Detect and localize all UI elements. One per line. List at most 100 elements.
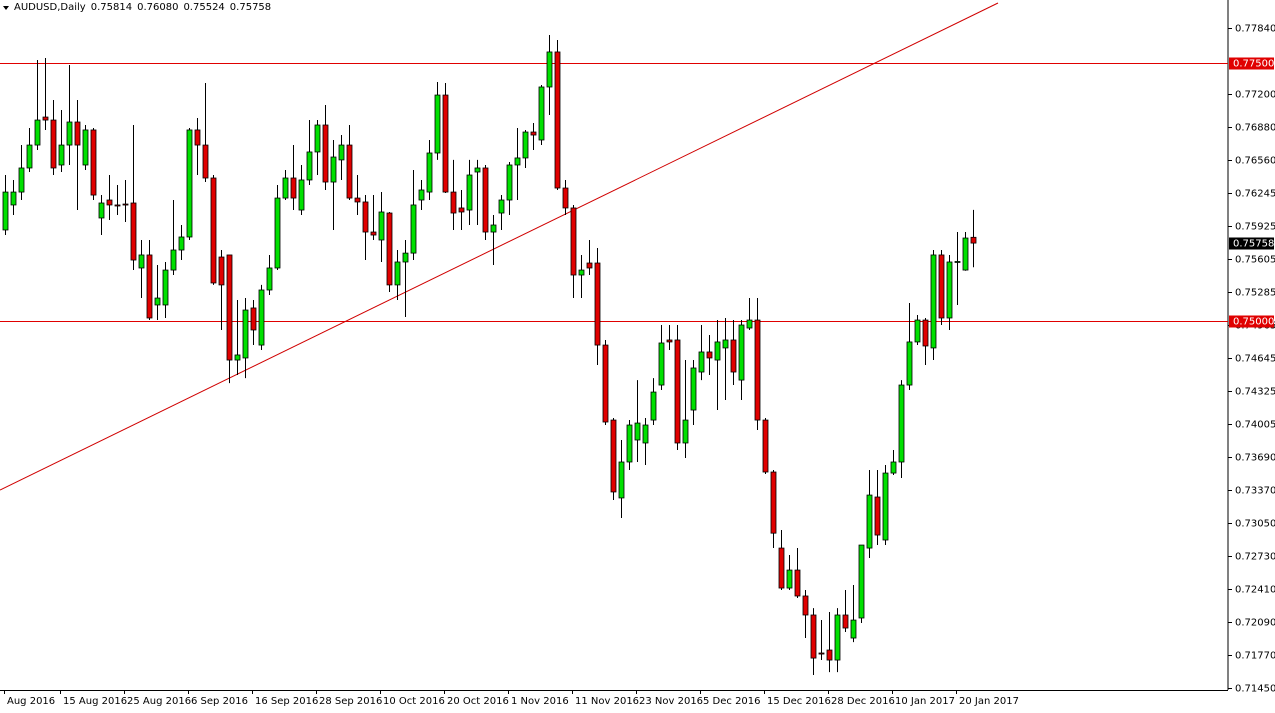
candle-body [426,152,433,193]
x-tick-label: 20 Oct 2016 [447,696,509,707]
candle-body [970,236,977,244]
header-open: 0.75814 [90,2,133,13]
candle-body [626,424,633,463]
y-tick-label: 0.73050 [1235,519,1275,530]
candle-body [946,261,953,319]
candle-body [106,199,113,206]
candle-body [770,471,777,534]
y-tick-label: 0.76560 [1235,156,1275,167]
y-tick-label: 0.72090 [1235,618,1275,629]
candle-body [258,289,265,346]
candle-body [418,189,425,201]
candle-body [666,339,673,343]
candle-body [546,51,553,88]
candle-body [314,124,321,153]
candle-body [570,207,577,276]
candle-body [146,254,153,319]
candle-body [882,472,889,541]
candle-body [434,94,441,154]
candle-body [858,544,865,619]
x-tick-label: 28 Sep 2016 [319,696,382,707]
candle-body [306,151,313,181]
candle-body [778,547,785,589]
candle-body [330,156,337,183]
plot-area [0,2,1228,676]
y-tick-label: 0.74325 [1235,387,1275,398]
candle-body [674,339,681,444]
candle-body [322,124,329,183]
chart-header: AUDUSD,Daily 0.75814 0.76080 0.75524 0.75758 [14,2,276,13]
hline-price-label: 0.77500 [1233,59,1274,70]
y-tick-label: 0.77200 [1235,90,1275,101]
candle-body [98,202,105,219]
candle-body [866,494,873,549]
candle-body [810,614,817,659]
candle-body [18,167,25,193]
x-tick-label: 20 Jan 2017 [959,696,1019,707]
candle-body [74,121,81,146]
candle-body [874,496,881,536]
candle-body [482,167,489,233]
x-tick-label: 16 Sep 2016 [255,696,318,707]
candle-body [26,144,33,169]
candle-body [786,569,793,589]
candle-body [506,164,513,201]
candle-body [274,197,281,269]
candle-body [794,569,801,597]
candle-body [10,191,17,206]
y-tick-label: 0.76880 [1235,123,1275,134]
candle-body [650,391,657,421]
y-tick-label: 0.71770 [1235,651,1275,662]
candle-body [522,131,529,159]
candle-body [242,309,249,359]
candle-body [618,461,625,499]
y-tick-label: 0.72410 [1235,585,1275,596]
candle-body [218,256,225,286]
candle-body [922,319,929,347]
candle-body [818,652,825,655]
candle-body [722,339,729,349]
candle-body [402,252,409,263]
candle-body [226,254,233,361]
candle-body [386,212,393,286]
candle-body [706,351,713,359]
candle-body [186,129,193,238]
current-price-label: 0.75758 [1233,239,1274,250]
candle-body [66,121,73,146]
candle-body [890,461,897,474]
candle-body [954,261,961,263]
candle-body [2,191,9,231]
candle-body [586,262,593,269]
candle-body [474,167,481,173]
candle-body [514,157,521,166]
y-tick-label: 0.74005 [1235,420,1275,431]
candle-body [170,249,177,271]
y-tick-label: 0.77840 [1235,24,1275,35]
y-tick-label: 0.73370 [1235,486,1275,497]
candle-body [370,231,377,236]
candle-body [642,424,649,444]
candle-body [210,177,217,284]
candle-body [202,144,209,179]
candle-body [466,174,473,211]
candle-body [634,422,641,441]
candle-body [930,254,937,349]
candle-body [802,595,809,616]
candle-body [266,267,273,291]
candle-body [738,324,745,381]
y-tick-label: 0.75285 [1235,288,1275,299]
candle-body [450,191,457,214]
menu-triangle[interactable] [3,6,9,10]
chart-title: AUDUSD,Daily [14,2,86,13]
hline-price-label: 0.75000 [1233,317,1274,328]
candle-body [826,649,833,661]
candle-body [354,197,361,203]
x-tick-label: 10 Jan 2017 [895,696,955,707]
candle-body [290,177,297,199]
x-tick-label: 15 Dec 2016 [767,696,831,707]
candle-body [178,236,185,251]
candle-body [130,202,137,261]
y-tick-label: 0.73690 [1235,453,1275,464]
candle-body [154,297,161,306]
